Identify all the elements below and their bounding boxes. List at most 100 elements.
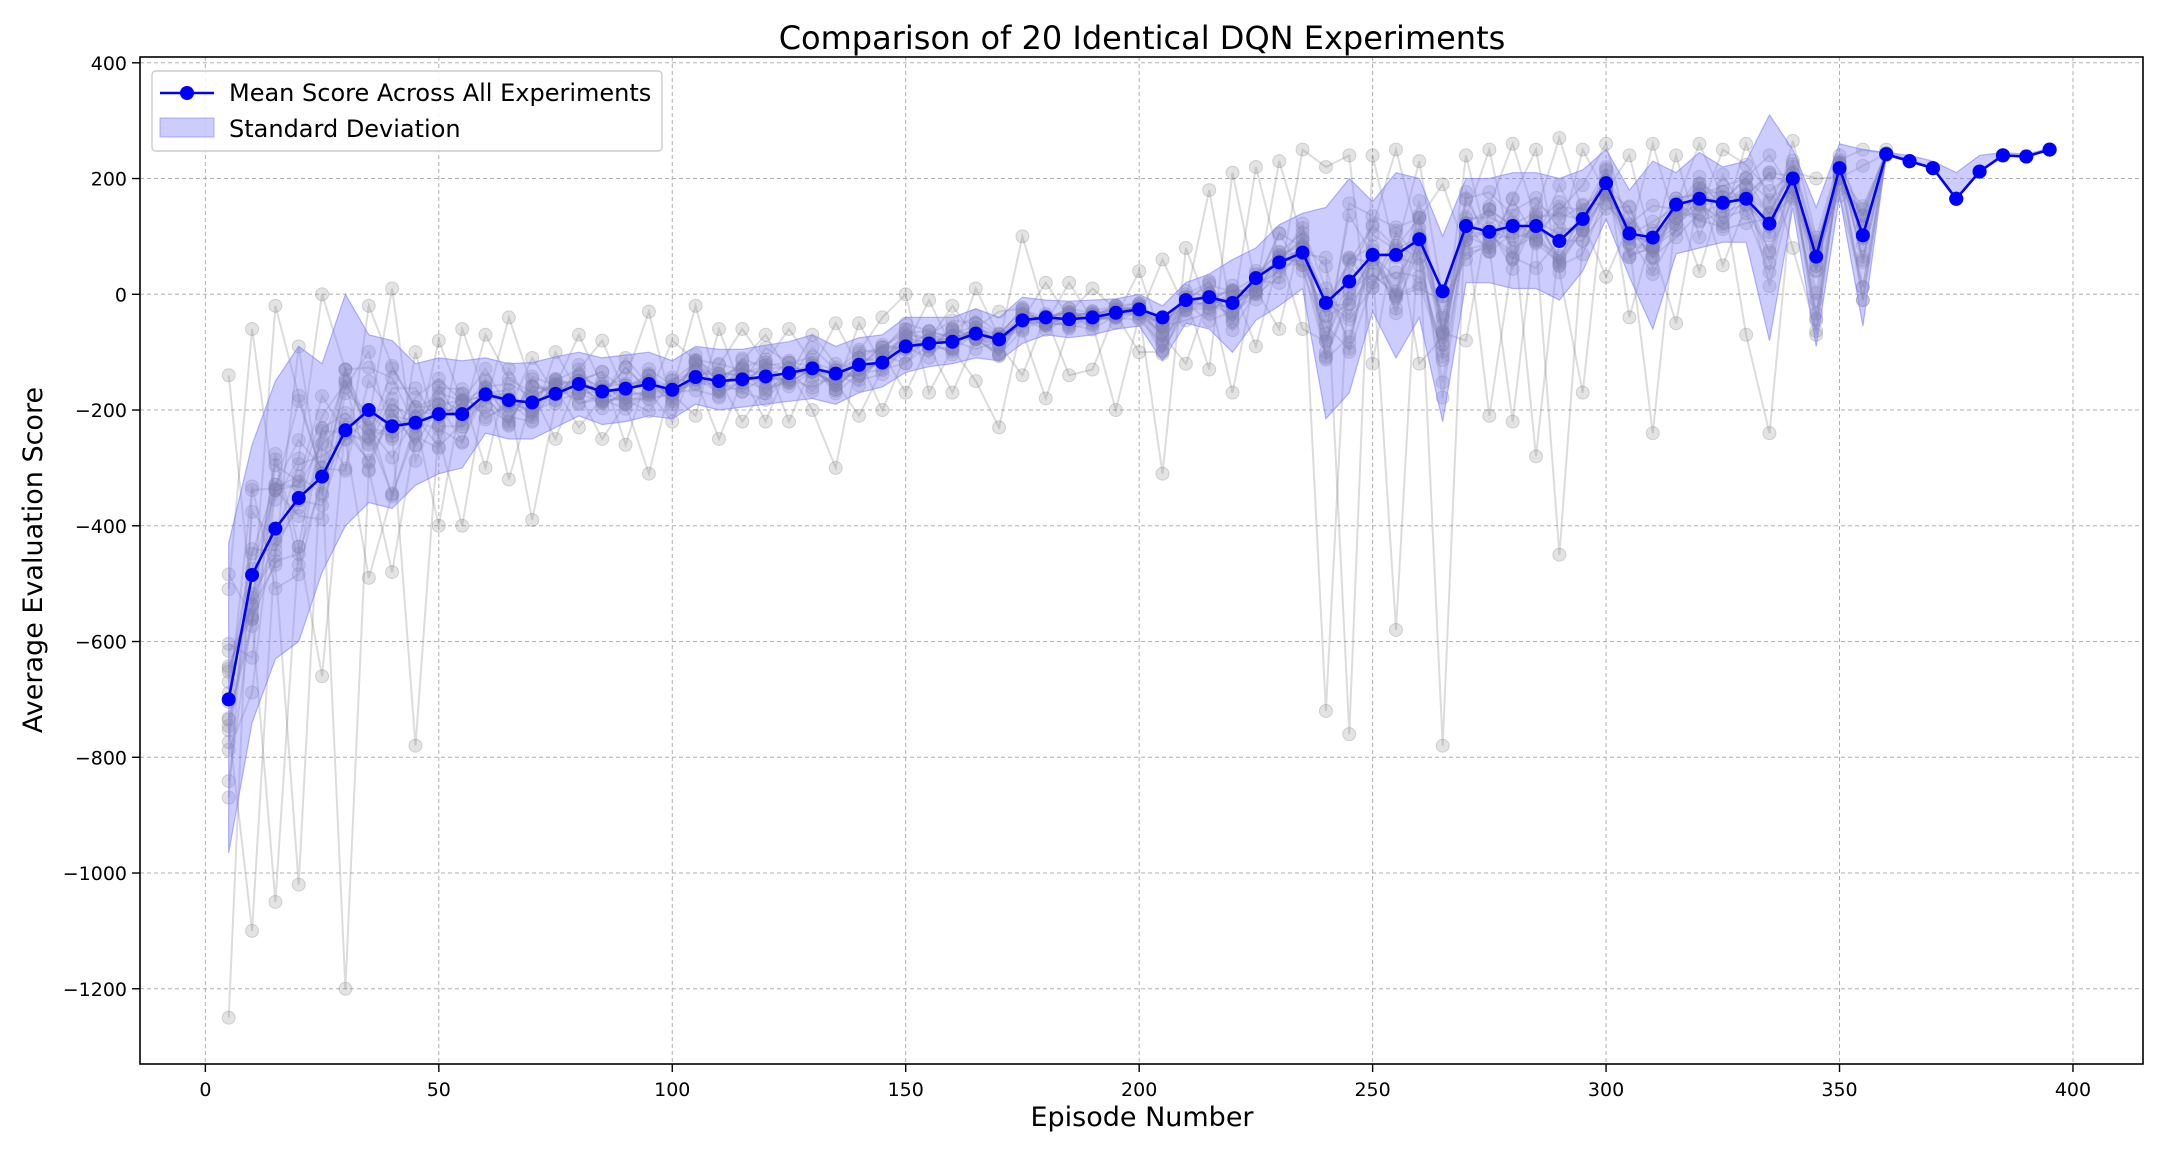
run-point (268, 483, 283, 498)
run-point (1155, 327, 1170, 342)
run-point (641, 466, 656, 481)
run-point (1388, 301, 1403, 316)
run-point (618, 396, 633, 411)
run-point (478, 460, 493, 475)
run-point (1435, 330, 1450, 345)
run-point (1552, 203, 1567, 218)
run-point (1739, 327, 1754, 342)
run-point (641, 392, 656, 407)
run-point (1365, 275, 1380, 290)
run-point (1318, 334, 1333, 349)
y-tick-label: −800 (75, 747, 127, 769)
run-point (665, 396, 680, 411)
run-point (688, 298, 703, 313)
mean-point (1669, 197, 1684, 212)
run-point (1529, 233, 1544, 248)
run-point (455, 392, 470, 407)
run-point (852, 408, 867, 423)
mean-point (478, 387, 493, 402)
run-point (1529, 449, 1544, 464)
run-point (361, 455, 376, 470)
run-point (1482, 245, 1497, 260)
run-point (1412, 207, 1427, 222)
run-point (1715, 142, 1730, 157)
run-point (1669, 216, 1684, 231)
run-point (1692, 213, 1707, 228)
mean-point (1832, 161, 1847, 176)
run-point (1505, 192, 1520, 207)
run-point (1552, 250, 1567, 265)
run-point (1062, 275, 1077, 290)
run-point (1482, 240, 1497, 255)
run-point (455, 387, 470, 402)
run-point (1482, 243, 1497, 258)
run-point (245, 504, 260, 519)
run-point (361, 424, 376, 439)
x-tick-label: 300 (1588, 1079, 1624, 1101)
run-point (1295, 216, 1310, 231)
run-point (1342, 252, 1357, 267)
run-point (735, 414, 750, 429)
run-point (1412, 210, 1427, 225)
run-point (618, 360, 633, 375)
run-point (245, 611, 260, 626)
run-point (361, 344, 376, 359)
mean-point (618, 381, 633, 396)
run-point (1342, 344, 1357, 359)
run-point (1318, 326, 1333, 341)
run-point (1599, 162, 1614, 177)
run-point (1855, 255, 1870, 270)
run-point (431, 390, 446, 405)
run-point (1622, 200, 1637, 215)
run-point (1809, 171, 1824, 186)
run-point (338, 362, 353, 377)
run-point (525, 379, 540, 394)
mean-point (1435, 284, 1450, 299)
mean-point (898, 339, 913, 354)
run-point (945, 298, 960, 313)
run-point (291, 394, 306, 409)
run-point (478, 410, 493, 425)
mean-point (1505, 218, 1520, 233)
run-point (875, 340, 890, 355)
run-point (548, 431, 563, 446)
run-point (478, 412, 493, 427)
run-point (1575, 233, 1590, 248)
run-point (548, 371, 563, 386)
run-point (361, 436, 376, 451)
run-point (1295, 225, 1310, 240)
run-point (268, 894, 283, 909)
run-point (758, 352, 773, 367)
mean-point (315, 469, 330, 484)
run-point (595, 364, 610, 379)
run-point (688, 352, 703, 367)
mean-point (1552, 234, 1567, 249)
run-point (1645, 136, 1660, 151)
run-point (922, 385, 937, 400)
run-point (501, 376, 516, 391)
run-point (1202, 305, 1217, 320)
run-point (1762, 165, 1777, 180)
run-point (1225, 313, 1240, 328)
run-point (805, 380, 820, 395)
run-point (571, 362, 586, 377)
mean-point (1482, 224, 1497, 239)
run-point (1435, 353, 1450, 368)
mean-point (1529, 218, 1544, 233)
run-point (1015, 368, 1030, 383)
x-tick-label: 200 (1121, 1079, 1157, 1101)
run-point (758, 392, 773, 407)
run-point (1552, 256, 1567, 271)
run-point (595, 364, 610, 379)
run-point (338, 374, 353, 389)
run-point (1669, 217, 1684, 232)
mean-point (758, 369, 773, 384)
run-point (1552, 195, 1567, 210)
mean-point (291, 490, 306, 505)
run-point (1365, 219, 1380, 234)
run-point (1552, 258, 1567, 273)
run-point (1552, 253, 1567, 268)
run-point (1225, 315, 1240, 330)
run-point (571, 327, 586, 342)
run-point (431, 441, 446, 456)
